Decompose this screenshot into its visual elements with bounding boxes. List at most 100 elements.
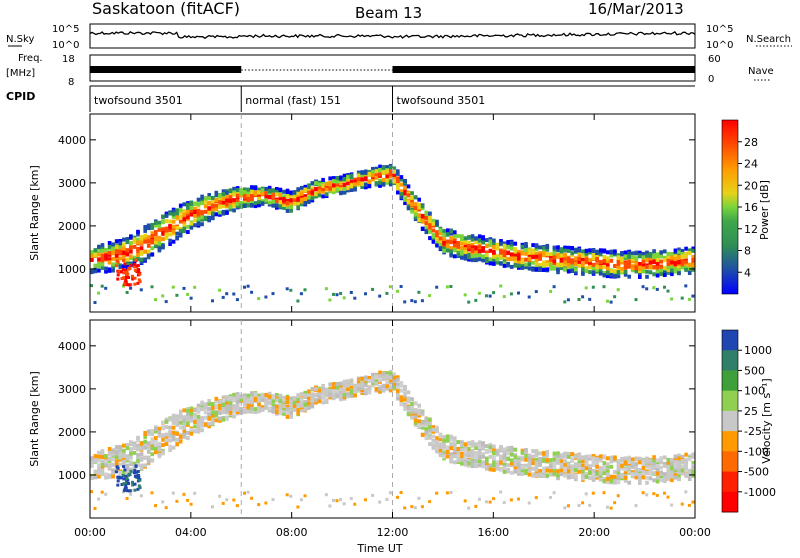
power-cell (332, 183, 336, 188)
power-cell (609, 258, 614, 263)
power-cell (346, 181, 350, 186)
velocity-cell (175, 417, 179, 422)
velocity-cell (118, 445, 123, 449)
power-cell (353, 185, 357, 190)
velocity-cell (157, 453, 162, 457)
velocity-cell (655, 493, 659, 497)
velocity-cell (115, 465, 119, 469)
power-cell (470, 237, 475, 242)
velocity-cell (232, 396, 236, 401)
velocity-cell (271, 406, 276, 410)
power-cell (403, 191, 407, 196)
power-cell (139, 288, 143, 292)
power-cell (243, 187, 247, 192)
power-cell (538, 263, 542, 267)
velocity-cell (232, 404, 236, 409)
power-cell (563, 257, 567, 262)
velocity-cell (314, 398, 318, 403)
power-cell (93, 253, 98, 257)
velocity-cell (307, 396, 311, 401)
velocity-cell (417, 413, 421, 418)
power-cell (392, 169, 397, 174)
velocity-cell (90, 476, 94, 481)
velocity-cell (616, 465, 621, 470)
velocity-cell (211, 405, 215, 410)
velocity-cell (193, 429, 197, 434)
cpid-panel: CPID twofsound 3501 normal (fast) 151 twof… (6, 85, 695, 112)
power-cell (285, 192, 290, 197)
power-cell (385, 291, 389, 295)
nave-tick-top: 60 (708, 54, 721, 65)
power-cell (680, 265, 685, 270)
power-cell (186, 206, 190, 211)
power-cell (659, 259, 663, 264)
power-cell (346, 175, 350, 180)
power-cell (133, 282, 137, 286)
power-cell (137, 278, 141, 282)
power-cell (680, 254, 685, 259)
power-cell (591, 266, 596, 271)
power-cell (534, 251, 539, 256)
power-cell (581, 295, 585, 299)
power-cell (602, 249, 607, 254)
velocity-cell (107, 463, 112, 468)
velocity-cell (299, 397, 304, 402)
velocity-cell (638, 460, 642, 465)
velocity-cell (111, 452, 115, 457)
velocity-cell (517, 464, 521, 469)
velocity-cell (467, 506, 471, 510)
velocity-cell (127, 489, 131, 493)
power-cell (328, 176, 332, 181)
velocity-cell (104, 462, 108, 467)
velocity-cell (186, 415, 190, 420)
power-cell (467, 240, 471, 245)
velocity-cell (687, 477, 692, 481)
power-cell (97, 264, 101, 269)
velocity-cell (232, 498, 236, 502)
power-cell (154, 220, 158, 225)
velocity-cell (154, 446, 158, 451)
power-cell (317, 193, 322, 198)
velocity-cell (299, 391, 304, 396)
velocity-cell (413, 415, 418, 420)
velocity-cell (431, 434, 436, 439)
power-cell (641, 269, 646, 274)
power-cell (392, 173, 397, 177)
velocity-cell (275, 393, 279, 397)
power-cell (171, 212, 176, 217)
velocity-cell (239, 406, 243, 411)
velocity-cell (392, 382, 397, 387)
power-cell (200, 197, 204, 202)
power-cell (531, 255, 535, 260)
power-cell (310, 186, 315, 191)
velocity-cell (449, 437, 453, 442)
velocity-cell (139, 446, 144, 451)
power-cell (552, 285, 556, 289)
velocity-cell (410, 415, 414, 420)
velocity-cell (488, 454, 493, 459)
velocity-cell (317, 399, 322, 404)
power-cell (211, 209, 215, 214)
velocity-cell (563, 466, 567, 471)
nave-tick-bottom: 0 (708, 74, 714, 85)
velocity-cell (449, 455, 453, 460)
power-cell (182, 286, 186, 290)
velocity-cell (396, 392, 400, 397)
power-cell (157, 227, 162, 232)
velocity-cell (342, 383, 347, 387)
power-cell (250, 199, 254, 204)
power-cell (677, 264, 681, 269)
velocity-cell (133, 474, 137, 478)
power-cell (531, 243, 535, 248)
power-cell (182, 229, 187, 234)
power-cell (139, 257, 144, 262)
velocity-cell (97, 470, 101, 475)
power-cell (420, 214, 425, 219)
velocity-cell (420, 432, 425, 437)
velocity-cell (559, 464, 564, 469)
velocity-cell (93, 454, 98, 459)
velocity-cell (314, 393, 318, 398)
power-cell (364, 185, 368, 190)
power-cell (189, 203, 194, 208)
power-cell (574, 267, 578, 272)
